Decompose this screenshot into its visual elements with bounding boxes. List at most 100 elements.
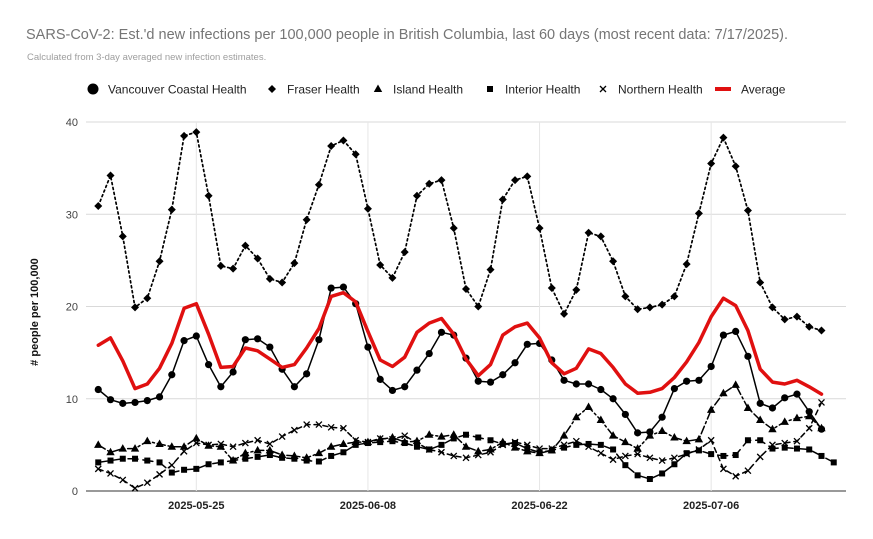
data-point <box>731 162 740 171</box>
data-point <box>302 453 311 461</box>
data-point <box>597 441 604 448</box>
series-line <box>97 401 823 489</box>
data-point <box>584 380 593 388</box>
data-point <box>179 442 189 450</box>
data-point <box>437 176 446 185</box>
data-point <box>634 429 642 437</box>
data-point <box>572 285 581 294</box>
data-point <box>805 424 813 432</box>
data-point <box>168 461 176 469</box>
data-point <box>242 455 249 462</box>
data-point <box>658 413 666 421</box>
y-axis-ticks: 0 10 20 30 40 <box>66 117 78 498</box>
data-point <box>743 206 752 215</box>
data-point <box>143 436 152 445</box>
legend-item: Fraser Health <box>268 83 360 97</box>
data-point <box>254 436 262 444</box>
data-point <box>449 224 458 233</box>
data-point <box>683 377 691 385</box>
data-point <box>205 461 212 468</box>
data-point <box>278 433 286 441</box>
series-average <box>96 290 824 396</box>
data-point <box>805 411 814 420</box>
data-point <box>792 413 802 422</box>
data-point <box>119 399 127 407</box>
data-point <box>609 395 617 403</box>
data-point <box>229 264 238 273</box>
data-point <box>755 415 765 423</box>
data-point <box>94 201 103 210</box>
data-point <box>719 331 728 339</box>
x-tick-label: 2025-07-06 <box>683 500 739 512</box>
data-point <box>781 444 788 451</box>
data-point <box>192 332 200 340</box>
data-point <box>327 141 336 150</box>
data-point <box>805 322 814 331</box>
series-line <box>97 131 823 332</box>
data-point <box>646 476 653 483</box>
data-point <box>622 462 629 469</box>
legend-swatch <box>599 85 607 93</box>
data-point <box>328 452 335 459</box>
data-point <box>830 459 837 466</box>
data-point <box>413 366 421 374</box>
legend-label: Vancouver Coastal Health <box>108 83 247 97</box>
data-point <box>682 260 691 269</box>
legend-item: Interior Health <box>487 83 580 97</box>
data-point <box>756 453 764 461</box>
data-point <box>278 278 287 287</box>
series-island-health <box>94 380 826 464</box>
data-point <box>474 377 482 385</box>
series-line <box>96 290 824 396</box>
y-tick-label: 10 <box>66 394 78 406</box>
data-point <box>266 343 274 351</box>
data-point <box>584 402 593 411</box>
data-point <box>204 441 213 449</box>
y-tick-label: 20 <box>66 302 78 314</box>
data-point <box>780 315 789 324</box>
data-point <box>780 417 789 425</box>
chart-subtitle: Calculated from 3-day averaged new infec… <box>27 52 267 63</box>
data-point <box>512 440 519 447</box>
data-point <box>290 383 298 391</box>
data-point <box>265 274 274 283</box>
series-fraser-health <box>94 128 826 335</box>
data-point <box>633 305 642 314</box>
data-point <box>707 362 715 371</box>
data-point <box>547 284 556 293</box>
data-point <box>498 195 507 204</box>
data-point <box>216 442 226 450</box>
data-point <box>339 439 348 447</box>
data-point <box>658 300 667 309</box>
data-point <box>659 470 666 477</box>
data-point <box>204 191 213 200</box>
data-point <box>314 180 323 189</box>
data-point <box>204 361 213 369</box>
data-point <box>670 385 678 393</box>
data-point <box>768 303 777 312</box>
data-point <box>645 303 654 312</box>
legend-item: Island Health <box>373 83 463 97</box>
data-point <box>744 352 752 360</box>
data-point <box>597 385 605 394</box>
data-point <box>793 437 801 445</box>
data-point <box>719 465 727 473</box>
legend-item: Northern Health <box>599 83 703 97</box>
data-point <box>719 133 728 142</box>
data-point <box>806 446 813 453</box>
data-point <box>131 303 140 312</box>
x-tick-label: 2025-05-25 <box>168 500 224 512</box>
data-point <box>609 257 618 266</box>
data-point <box>303 421 311 429</box>
data-point <box>339 136 348 145</box>
data-point <box>412 191 421 200</box>
data-point <box>229 368 237 376</box>
data-point <box>658 457 666 465</box>
data-point <box>535 224 544 233</box>
data-point <box>400 437 409 446</box>
data-point <box>817 425 826 433</box>
data-point <box>363 437 373 446</box>
data-point <box>573 441 580 448</box>
data-point <box>596 415 606 423</box>
data-point <box>474 446 483 455</box>
